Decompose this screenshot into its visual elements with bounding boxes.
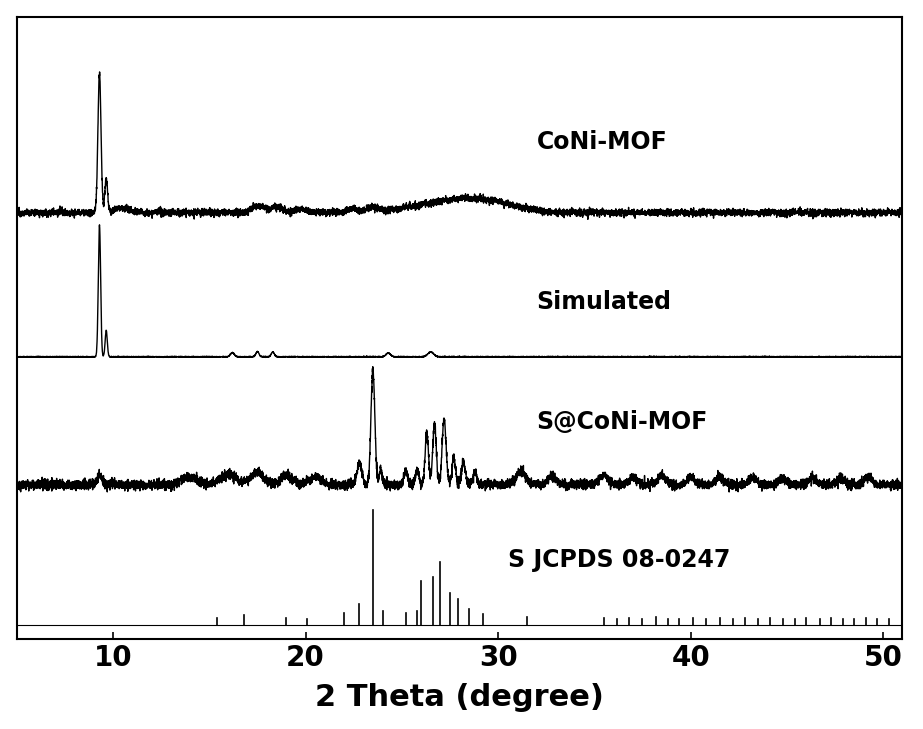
- Text: Simulated: Simulated: [536, 290, 672, 314]
- Text: CoNi-MOF: CoNi-MOF: [536, 130, 667, 154]
- X-axis label: 2 Theta (degree): 2 Theta (degree): [315, 683, 604, 712]
- Text: S JCPDS 08-0247: S JCPDS 08-0247: [508, 548, 730, 572]
- Text: S@CoNi-MOF: S@CoNi-MOF: [536, 410, 708, 434]
